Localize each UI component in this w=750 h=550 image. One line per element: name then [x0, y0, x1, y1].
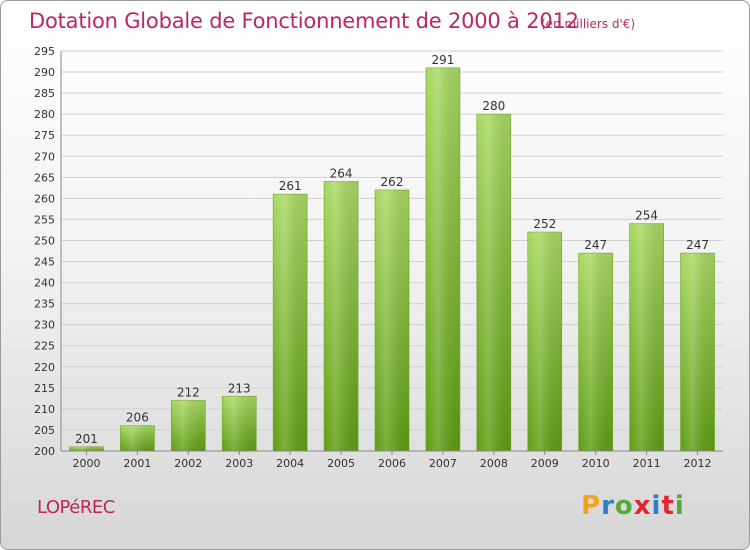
logo-letter: P [581, 491, 602, 521]
x-tick-label-2011: 2011 [633, 457, 661, 470]
y-tick-label: 220 [34, 361, 55, 374]
x-tick-label-2010: 2010 [582, 457, 610, 470]
value-label-2001: 206 [126, 411, 149, 425]
bar-shine-2012 [680, 253, 715, 451]
y-tick-label: 280 [34, 108, 55, 121]
x-tick-label-2009: 2009 [531, 457, 559, 470]
bar-shine-2003 [222, 396, 257, 451]
logo-letter: i [651, 491, 662, 521]
bar-shine-2000 [69, 446, 104, 451]
y-tick-label: 230 [34, 319, 55, 332]
value-label-2004: 261 [279, 179, 302, 193]
logo-letter: o [614, 491, 634, 521]
value-label-2002: 212 [177, 385, 200, 399]
x-tick-label-2001: 2001 [123, 457, 151, 470]
value-label-2012: 247 [686, 238, 709, 252]
logo-letter: t [661, 491, 675, 521]
x-tick-label-2000: 2000 [72, 457, 100, 470]
y-tick-label: 215 [34, 382, 55, 395]
bar-shine-2010 [578, 253, 613, 451]
x-tick-label-2003: 2003 [225, 457, 253, 470]
proxiti-logo: Proxiti [581, 491, 685, 521]
bar-shine-2005 [324, 181, 359, 452]
x-tick-label-2007: 2007 [429, 457, 457, 470]
bar-shine-2008 [476, 114, 511, 451]
value-label-2007: 291 [431, 53, 454, 67]
value-label-2005: 264 [330, 167, 353, 181]
x-tick-label-2008: 2008 [480, 457, 508, 470]
bar-shine-2007 [425, 67, 460, 451]
y-tick-label: 295 [34, 45, 55, 58]
y-tick-label: 245 [34, 256, 55, 269]
value-label-2011: 254 [635, 209, 658, 223]
value-label-2006: 262 [381, 175, 404, 189]
y-tick-label: 290 [34, 66, 55, 79]
logo-letter: i [674, 491, 685, 521]
y-tick-label: 265 [34, 171, 55, 184]
y-tick-label: 210 [34, 403, 55, 416]
y-tick-label: 250 [34, 234, 55, 247]
bar-shine-2006 [375, 189, 409, 451]
bar-shine-2011 [629, 223, 664, 451]
bar-shine-2009 [527, 232, 562, 451]
value-label-2009: 252 [533, 217, 556, 231]
y-tick-label: 260 [34, 192, 55, 205]
bar-shine-2002 [171, 400, 206, 451]
commune-name: LOPéREC [37, 497, 115, 518]
bar-shine-2004 [273, 194, 308, 451]
value-label-2000: 201 [75, 432, 98, 446]
y-tick-label: 270 [34, 150, 55, 163]
y-tick-label: 235 [34, 298, 55, 311]
value-label-2010: 247 [584, 238, 607, 252]
y-tick-label: 275 [34, 129, 55, 142]
y-tick-label: 200 [34, 445, 55, 458]
x-tick-label-2012: 2012 [684, 457, 712, 470]
logo-letter: r [601, 491, 615, 521]
value-label-2008: 280 [482, 99, 505, 113]
y-tick-label: 225 [34, 340, 55, 353]
chart-title: Dotation Globale de Fonctionnement de 20… [29, 9, 579, 33]
value-label-2003: 213 [228, 381, 251, 395]
x-tick-label-2004: 2004 [276, 457, 304, 470]
y-tick-label: 240 [34, 277, 55, 290]
x-tick-label-2005: 2005 [327, 457, 355, 470]
y-tick-label: 285 [34, 87, 55, 100]
bar-shine-2001 [120, 425, 155, 451]
x-tick-label-2002: 2002 [174, 457, 202, 470]
y-tick-label: 255 [34, 213, 55, 226]
chart-subtitle: (en milliers d'€) [541, 17, 636, 31]
x-tick-label-2006: 2006 [378, 457, 406, 470]
logo-letter: x [633, 491, 652, 521]
y-tick-label: 205 [34, 424, 55, 437]
